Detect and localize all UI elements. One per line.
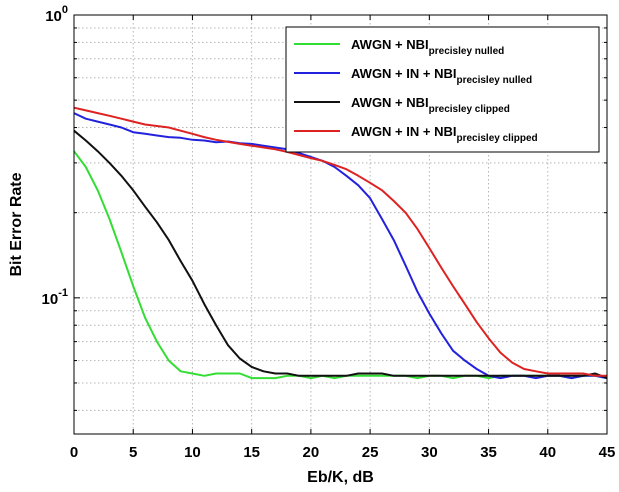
x-tick-label: 5 [129, 444, 137, 461]
series-layer [73, 106, 608, 380]
legend-label-4: AWGN + IN + NBIprecisley clipped [351, 124, 538, 144]
x-tick-labels: 0 5 10 15 20 25 30 35 40 45 [70, 444, 616, 461]
series-line-4 [73, 106, 607, 377]
x-tick-label: 45 [599, 444, 616, 461]
x-tick-label: 25 [362, 444, 379, 461]
y-axis-label: Bit Error Rate [8, 172, 25, 276]
y-tick-label: 100 [45, 4, 68, 25]
y-tick-labels: 100 10-1 [42, 4, 68, 308]
x-tick-label: 40 [539, 444, 556, 461]
x-tick-label: 20 [303, 444, 320, 461]
y-tick-label: 10-1 [42, 287, 68, 308]
x-tick-label: 35 [480, 444, 497, 461]
x-axis-label: Eb/K, dB [307, 469, 374, 486]
legend-label-3: AWGN + NBIprecisley clipped [351, 95, 510, 115]
x-tick-label: 0 [70, 444, 78, 461]
x-tick-label: 15 [243, 444, 260, 461]
series-line-3 [73, 129, 608, 380]
legend-label-1: AWGN + NBIprecisley nulled [351, 37, 504, 57]
legend-label-2: AWGN + IN + NBIprecisley nulled [351, 66, 532, 86]
legend: AWGN + NBIprecisley nulled AWGN + IN + NB… [285, 26, 600, 153]
plot-frame [73, 14, 608, 435]
x-tick-label: 30 [421, 444, 438, 461]
x-tick-label: 10 [184, 444, 201, 461]
ticks [73, 14, 608, 434]
